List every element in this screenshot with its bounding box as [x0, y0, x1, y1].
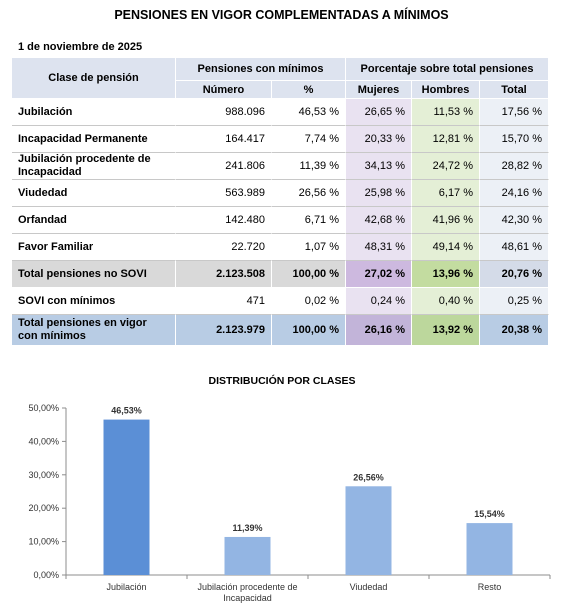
cell-hombres: 6,17 % [412, 180, 481, 207]
cell-numero: 241.806 [176, 153, 272, 180]
x-tick-label: Viudedad [350, 582, 388, 592]
cell-mujeres: 26,16 % [346, 315, 413, 346]
row-label: Total pensiones en vigor con mínimos [12, 315, 176, 346]
cell-numero: 2.123.508 [176, 261, 272, 288]
distribution-bar-chart: DISTRIBUCIÓN POR CLASES 0,00% 10,00% 20,00… [28, 374, 551, 603]
data-label: 26,56% [353, 472, 384, 482]
row-label: SOVI con mínimos [12, 288, 176, 315]
page-title: PENSIONES EN VIGOR COMPLEMENTADAS A MÍNI… [114, 8, 449, 22]
cell-numero: 988.096 [176, 99, 272, 126]
bar [466, 523, 513, 575]
row-label: Jubilación procedente de Incapacidad [12, 153, 176, 180]
cell-total: 28,82 % [480, 153, 550, 180]
row-label: Total pensiones no SOVI [12, 261, 176, 288]
cell-mujeres: 26,65 % [346, 99, 413, 126]
table-row: Favor Familiar 22.720 1,07 % 48,31 % 49,… [12, 234, 550, 261]
cell-numero: 563.989 [176, 180, 272, 207]
cell-mujeres: 27,02 % [346, 261, 413, 288]
bar [103, 419, 150, 575]
cell-numero: 2.123.979 [176, 315, 272, 346]
cell-pct: 26,56 % [272, 180, 347, 207]
table-row: Jubilación 988.096 46,53 % 26,65 % 11,53… [12, 99, 550, 126]
cell-total: 17,56 % [480, 99, 550, 126]
chart-labels: 46,53% Jubilación 11,39% Jubilación procede… [106, 406, 504, 603]
bar [345, 486, 392, 575]
cell-hombres: 24,72 % [412, 153, 481, 180]
cell-total: 0,25 % [480, 288, 550, 315]
y-tick-label: 40,00% [28, 436, 59, 446]
cell-hombres: 11,53 % [412, 99, 481, 126]
header-total: Total [480, 81, 550, 99]
x-tick-label: Jubilación [106, 582, 146, 592]
cell-pct: 7,74 % [272, 126, 347, 153]
total-vigor-row: Total pensiones en vigor con mínimos 2.1… [12, 315, 550, 346]
y-tick-label: 50,00% [28, 403, 59, 413]
table-row: Viudedad 563.989 26,56 % 25,98 % 6,17 % … [12, 180, 550, 207]
table-row: Orfandad 142.480 6,71 % 42,68 % 41,96 % … [12, 207, 550, 234]
cell-total: 20,38 % [480, 315, 550, 346]
cell-hombres: 12,81 % [412, 126, 481, 153]
y-tick-label: 20,00% [28, 503, 59, 513]
cell-mujeres: 34,13 % [346, 153, 413, 180]
data-label: 46,53% [111, 406, 142, 416]
cell-hombres: 13,92 % [412, 315, 481, 346]
cell-hombres: 13,96 % [412, 261, 481, 288]
header-pct: % [272, 81, 347, 99]
y-tick-label: 30,00% [28, 470, 59, 480]
total-no-sovi-row: Total pensiones no SOVI 2.123.508 100,00… [12, 261, 550, 288]
row-label: Favor Familiar [12, 234, 176, 261]
report-date: 1 de noviembre de 2025 [18, 41, 143, 53]
cell-pct: 1,07 % [272, 234, 347, 261]
x-tick-label: Jubilación procedente de Incapacidad [197, 582, 297, 603]
cell-total: 24,16 % [480, 180, 550, 207]
x-tick-label: Resto [478, 582, 502, 592]
data-label: 15,54% [474, 509, 505, 519]
cell-mujeres: 0,24 % [346, 288, 413, 315]
cell-mujeres: 48,31 % [346, 234, 413, 261]
cell-pct: 46,53 % [272, 99, 347, 126]
cell-mujeres: 25,98 % [346, 180, 413, 207]
pensions-table: Clase de pensión Pensiones con mínimos P… [12, 58, 550, 346]
cell-hombres: 49,14 % [412, 234, 481, 261]
cell-total: 48,61 % [480, 234, 550, 261]
cell-hombres: 0,40 % [412, 288, 481, 315]
chart-title: DISTRIBUCIÓN POR CLASES [208, 374, 355, 387]
cell-pct: 100,00 % [272, 315, 347, 346]
cell-mujeres: 20,33 % [346, 126, 413, 153]
y-tick-label: 10,00% [28, 537, 59, 547]
chart-bars [103, 419, 513, 575]
header-hombres: Hombres [412, 81, 481, 99]
cell-numero: 471 [176, 288, 272, 315]
cell-pct: 11,39 % [272, 153, 347, 180]
header-group-porcentaje: Porcentaje sobre total pensiones [346, 58, 550, 81]
cell-numero: 22.720 [176, 234, 272, 261]
header-group-minimos: Pensiones con mínimos [176, 58, 347, 81]
y-tick-label: 0,00% [33, 570, 59, 580]
row-label: Jubilación [12, 99, 176, 126]
header-clase: Clase de pensión [12, 58, 176, 99]
table-row: Incapacidad Permanente 164.417 7,74 % 20… [12, 126, 550, 153]
cell-mujeres: 42,68 % [346, 207, 413, 234]
bar [224, 536, 271, 575]
row-label: Viudedad [12, 180, 176, 207]
cell-total: 15,70 % [480, 126, 550, 153]
row-label: Incapacidad Permanente [12, 126, 176, 153]
cell-hombres: 41,96 % [412, 207, 481, 234]
cell-pct: 0,02 % [272, 288, 347, 315]
cell-total: 20,76 % [480, 261, 550, 288]
cell-numero: 142.480 [176, 207, 272, 234]
cell-pct: 100,00 % [272, 261, 347, 288]
header-numero: Número [176, 81, 272, 99]
row-label: Orfandad [12, 207, 176, 234]
cell-numero: 164.417 [176, 126, 272, 153]
cell-total: 42,30 % [480, 207, 550, 234]
table-row: Jubilación procedente de Incapacidad 241… [12, 153, 550, 180]
header-mujeres: Mujeres [346, 81, 413, 99]
cell-pct: 6,71 % [272, 207, 347, 234]
sovi-row: SOVI con mínimos 471 0,02 % 0,24 % 0,40 … [12, 288, 550, 315]
data-label: 11,39% [232, 523, 262, 533]
